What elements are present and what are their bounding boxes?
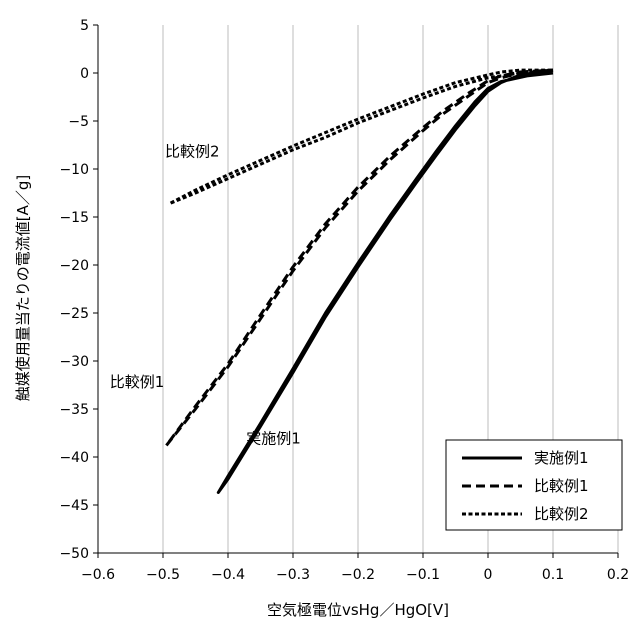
y-tick-label: −45: [59, 498, 89, 514]
x-tick-label: −0.2: [341, 567, 375, 583]
y-tick-label: −25: [59, 306, 89, 322]
x-tick-label: −0.1: [406, 567, 440, 583]
x-tick-label: −0.6: [81, 567, 115, 583]
y-tick-label: −20: [59, 258, 89, 274]
y-tick-label: −15: [59, 210, 89, 226]
series-annotation: 比較例1: [110, 373, 165, 391]
legend-label: 実施例1: [534, 449, 589, 467]
x-tick-label: 0.1: [542, 567, 564, 583]
series-annotation: 実施例1: [246, 430, 301, 448]
series-lines: [166, 70, 553, 492]
series-annotation: 比較例2: [165, 143, 220, 161]
x-tick-label: −0.3: [276, 567, 310, 583]
y-tick-label: 0: [80, 66, 89, 82]
y-tick-label: −35: [59, 402, 89, 418]
x-tick-label: −0.4: [211, 567, 245, 583]
legend-label: 比較例2: [534, 505, 589, 523]
y-axis-label: 触媒使用量当たりの電流値[A／g]: [14, 175, 32, 402]
y-tick-label: −50: [59, 546, 89, 562]
y-tick-label: −30: [59, 354, 89, 370]
series-line-2: [166, 70, 553, 445]
legend-label: 比較例1: [534, 477, 589, 495]
series-line-3: [170, 70, 554, 204]
y-tick-label: 5: [80, 18, 89, 34]
x-tick-label: −0.5: [146, 567, 180, 583]
y-tick-label: −10: [59, 162, 89, 178]
legend: 実施例1 比較例1 比較例2: [446, 440, 622, 530]
x-tick-label: 0: [484, 567, 493, 583]
y-tick-label: −40: [59, 450, 89, 466]
x-tick-label: 0.2: [607, 567, 629, 583]
x-axis-label: 空気極電位vsHg／HgO[V]: [267, 601, 449, 619]
y-tick-label: −5: [68, 114, 89, 130]
